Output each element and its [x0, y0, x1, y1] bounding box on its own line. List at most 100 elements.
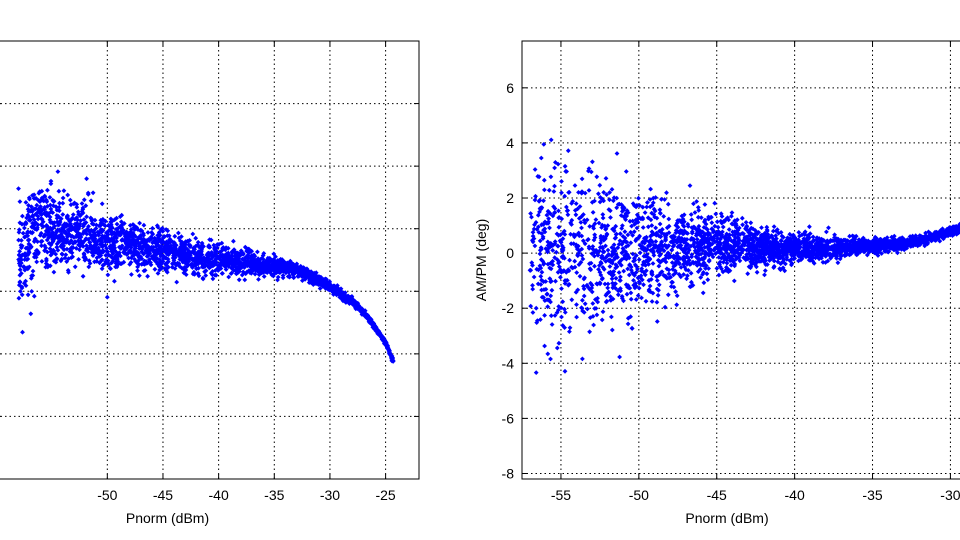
scatter-point — [588, 169, 594, 175]
scatter-point — [701, 280, 707, 286]
scatter-point — [161, 248, 167, 253]
scatter-point — [566, 282, 571, 288]
scatter-point — [47, 217, 53, 223]
scatter-point — [635, 219, 641, 225]
scatter-point — [285, 264, 291, 269]
scatter-point — [213, 272, 219, 278]
scatter-point — [569, 222, 574, 227]
scatter-point — [75, 223, 80, 228]
scatter-point — [268, 267, 273, 273]
scatter-point — [206, 265, 212, 271]
scatter-point — [289, 268, 295, 274]
scatter-point — [592, 263, 597, 269]
scatter-point — [178, 253, 184, 259]
x-tick-label: -55 — [551, 487, 571, 503]
scatter-point — [330, 285, 336, 291]
scatter-point — [220, 271, 225, 276]
scatter-point — [562, 255, 567, 261]
scatter-point — [628, 240, 634, 246]
scatter-point — [560, 299, 566, 305]
scatter-point — [764, 224, 770, 230]
scatter-point — [575, 206, 580, 212]
scatter-point — [137, 242, 142, 248]
scatter-point — [544, 220, 550, 226]
scatter-point — [180, 266, 186, 272]
scatter-point — [721, 218, 726, 224]
scatter-point — [640, 262, 646, 268]
scatter-point — [134, 251, 140, 256]
scatter-point — [70, 212, 76, 217]
scatter-point — [664, 190, 669, 196]
scatter-point — [288, 260, 293, 265]
scatter-point — [847, 233, 852, 239]
scatter-point — [141, 231, 146, 236]
scatter-point — [592, 306, 597, 311]
scatter-point — [161, 240, 167, 245]
scatter-point — [275, 269, 281, 275]
scatter-point — [272, 258, 278, 264]
scatter-point — [46, 232, 51, 238]
scatter-point — [43, 223, 49, 229]
scatter-point — [199, 255, 204, 261]
scatter-point — [19, 292, 25, 298]
y-tick-label: 2 — [506, 190, 514, 206]
scatter-point — [72, 221, 78, 227]
scatter-point — [57, 200, 62, 206]
scatter-point — [775, 259, 781, 265]
scatter-point — [116, 230, 122, 236]
scatter-point — [558, 274, 563, 280]
scatter-point — [370, 321, 376, 327]
scatter-point — [108, 223, 114, 229]
scatter-point — [605, 247, 611, 253]
scatter-point — [574, 302, 579, 307]
scatter-point — [530, 310, 536, 315]
scatter-point — [681, 272, 686, 277]
scatter-point — [548, 313, 554, 319]
scatter-point — [103, 239, 108, 245]
scatter-point — [657, 221, 663, 227]
scatter-point — [93, 246, 99, 252]
scatter-point — [81, 239, 86, 245]
scatter-point — [531, 226, 537, 232]
scatter-point — [26, 214, 32, 220]
scatter-point — [572, 183, 578, 188]
scatter-point — [602, 236, 608, 242]
scatter-point — [567, 329, 572, 334]
scatter-point — [702, 219, 707, 225]
scatter-point — [142, 242, 148, 248]
scatter-point — [273, 254, 278, 260]
scatter-point — [715, 231, 721, 237]
scatter-point — [711, 248, 717, 253]
scatter-point — [133, 244, 139, 249]
scatter-point — [19, 245, 24, 251]
scatter-point — [23, 200, 29, 205]
scatter-point — [74, 220, 80, 226]
scatter-point — [700, 290, 706, 296]
scatter-point — [672, 268, 678, 274]
scatter-point — [641, 282, 646, 288]
scatter-point — [387, 352, 393, 357]
scatter-point — [167, 236, 173, 242]
scatter-point — [255, 249, 260, 255]
scatter-point — [252, 271, 258, 277]
scatter-point — [159, 266, 164, 271]
scatter-point — [20, 230, 26, 236]
scatter-point — [357, 305, 362, 311]
scatter-point — [109, 236, 114, 242]
scatter-point — [233, 271, 239, 276]
scatter-point — [620, 223, 625, 228]
scatter-point — [81, 197, 87, 203]
scatter-point — [17, 279, 23, 285]
scatter-point — [271, 251, 277, 257]
scatter-point — [613, 265, 618, 271]
scatter-point — [60, 212, 66, 217]
scatter-point — [648, 217, 654, 223]
scatter-point — [529, 260, 535, 266]
scatter-point — [853, 233, 859, 239]
scatter-point — [180, 258, 186, 263]
scatter-point — [240, 251, 246, 256]
scatter-point — [83, 203, 89, 209]
scatter-point — [152, 248, 158, 254]
scatter-point — [79, 209, 85, 214]
